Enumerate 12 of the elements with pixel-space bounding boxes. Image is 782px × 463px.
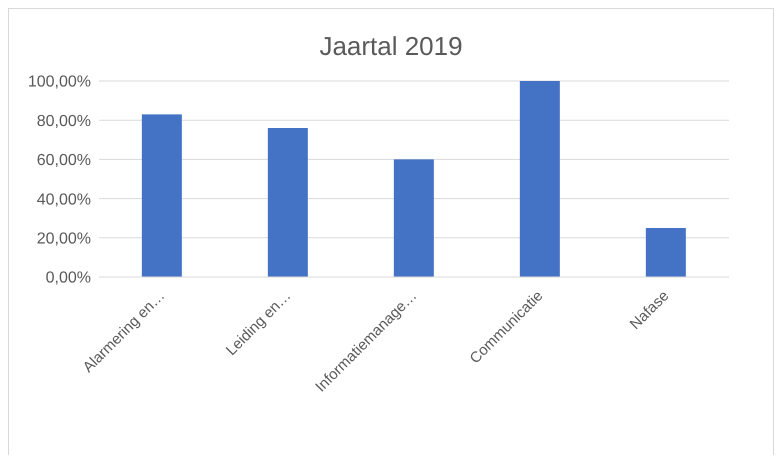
- bar: [520, 81, 560, 277]
- bar: [394, 159, 434, 277]
- chart-title: Jaartal 2019: [318, 31, 464, 63]
- y-tick-label: 80,00%: [36, 112, 91, 130]
- y-tick-label: 20,00%: [36, 230, 91, 248]
- y-tick-label: 40,00%: [36, 191, 91, 208]
- y-tick-label: 60,00%: [36, 152, 91, 170]
- bar: [142, 114, 182, 277]
- bar: [646, 228, 686, 277]
- y-tick-label: 0,00%: [46, 270, 91, 287]
- bar: [268, 128, 308, 277]
- y-tick-label: 100,00%: [28, 74, 91, 91]
